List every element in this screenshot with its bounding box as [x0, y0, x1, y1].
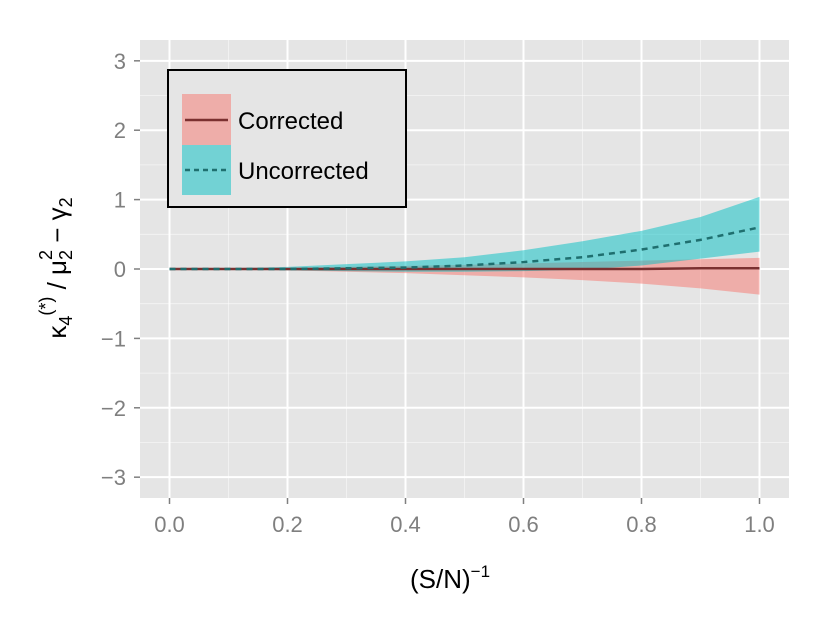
y-tick-label: −3 — [101, 465, 126, 490]
x-tick-label: 0.0 — [154, 512, 185, 537]
y-tick-label: 2 — [114, 118, 126, 143]
y-title-kappa-sub: 4 — [56, 316, 76, 326]
y-title-slash: / — [42, 275, 72, 297]
y-axis-title: κ4(*) / μ22 − γ2 — [36, 197, 76, 338]
y-title-mu: μ — [42, 260, 72, 275]
y-tick-label: 1 — [114, 188, 126, 213]
y-tick-label: 3 — [114, 49, 126, 74]
y-tick-label: 0 — [114, 257, 126, 282]
x-axis-title-superscript: −1 — [471, 562, 490, 581]
y-tick-label: −2 — [101, 396, 126, 421]
y-title-gamma: γ — [42, 207, 72, 220]
y-title-mu-sub: 2 — [56, 250, 76, 260]
y-title-mu-sup: 2 — [36, 250, 56, 260]
x-axis-title: (S/N)−1 — [410, 562, 490, 594]
legend-label-corrected: Corrected — [238, 108, 343, 135]
axis-ticks: 0.0 0.2 0.4 0.6 0.8 1.0 −3 −2 −1 0 1 2 3 — [101, 49, 775, 537]
y-title-minus: − — [42, 220, 72, 250]
x-tick-label: 1.0 — [744, 512, 775, 537]
legend-label-uncorrected: Uncorrected — [238, 158, 369, 185]
x-tick-label: 0.2 — [272, 512, 303, 537]
x-axis-title-main: (S/N) — [410, 564, 471, 594]
line-corrected — [169, 267, 760, 271]
y-title-gamma-sub: 2 — [56, 197, 76, 207]
y-tick-label: −1 — [101, 326, 126, 351]
legend: Corrected Uncorrected — [167, 69, 407, 208]
y-title-kappa: κ — [42, 325, 72, 339]
y-title-kappa-sup: (*) — [36, 297, 56, 316]
legend-item-corrected: Corrected — [182, 94, 343, 145]
legend-item-uncorrected: Uncorrected — [182, 145, 369, 195]
x-tick-label: 0.6 — [508, 512, 539, 537]
series-lines — [169, 226, 760, 271]
x-tick-label: 0.8 — [626, 512, 657, 537]
x-tick-label: 0.4 — [390, 512, 421, 537]
